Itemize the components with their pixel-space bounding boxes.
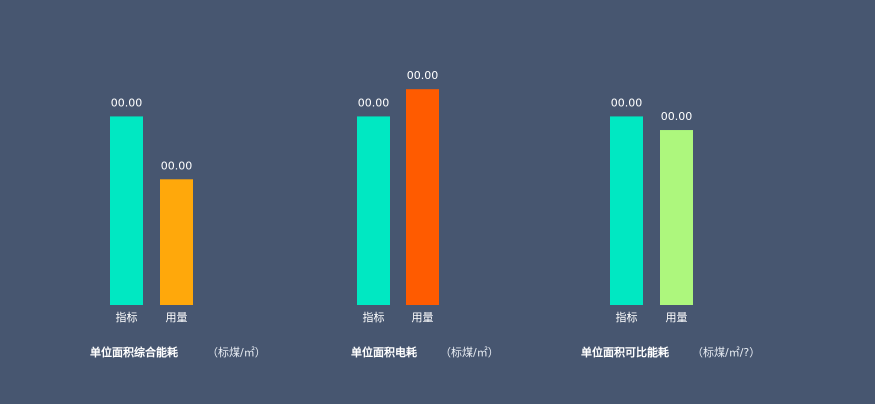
bar-value-label: 00.00	[661, 110, 693, 123]
category-label: 用量	[412, 311, 434, 324]
chart-unit: （标煤/㎡）	[207, 345, 266, 359]
bar-value-label: 00.00	[111, 96, 143, 109]
chart-unit: （标煤/㎡）	[440, 345, 499, 359]
bar-target	[110, 116, 143, 305]
bar-usage	[160, 179, 193, 305]
bar-value-label: 00.00	[407, 69, 439, 82]
category-label: 用量	[666, 311, 688, 324]
category-label: 指标	[363, 310, 385, 324]
category-label: 指标	[116, 310, 138, 324]
category-label: 用量	[166, 311, 188, 324]
chart-title: 单位面积可比能耗	[581, 345, 669, 359]
chart-title: 单位面积电耗	[351, 345, 417, 359]
bar-target	[357, 116, 390, 305]
chart-unit: （标煤/㎡/?）	[692, 345, 760, 359]
bar-target	[610, 116, 643, 305]
bar-usage	[406, 89, 439, 305]
bar-value-label: 00.00	[161, 159, 193, 172]
bar-value-label: 00.00	[611, 96, 643, 109]
bar-usage	[660, 130, 693, 305]
bar-value-label: 00.00	[358, 96, 390, 109]
chart-title: 单位面积综合能耗	[90, 345, 178, 359]
category-label: 指标	[616, 310, 638, 324]
